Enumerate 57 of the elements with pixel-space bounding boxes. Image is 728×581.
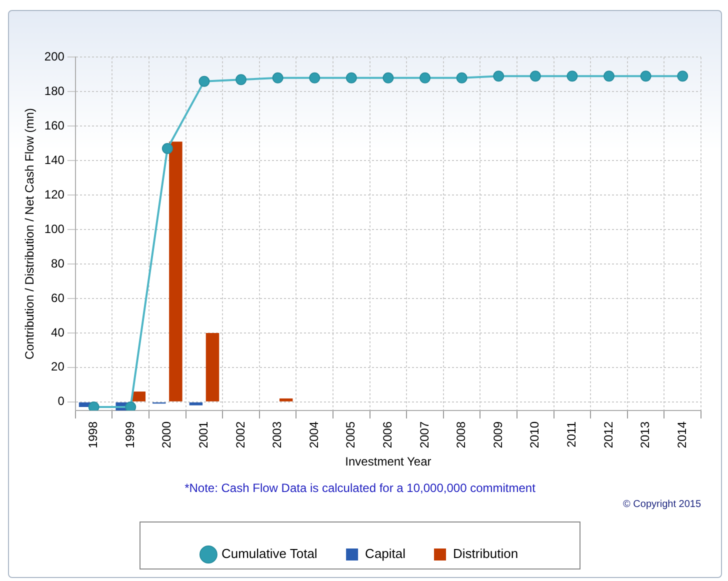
y-tick-label: 160 [44, 118, 65, 132]
point [88, 402, 100, 411]
y-tick-label: 60 [51, 290, 65, 305]
x-tick-label: 2009 [490, 421, 505, 448]
point [125, 402, 136, 411]
x-tick-label: 2007 [417, 421, 432, 448]
x-tick-label: 2010 [528, 421, 542, 448]
x-tick-label: 1998 [86, 421, 100, 448]
point [456, 72, 468, 84]
point [162, 143, 173, 154]
x-tick-label: 2006 [380, 421, 395, 448]
point [382, 72, 394, 84]
legend-label: Cumulative Total [221, 546, 318, 562]
point [493, 70, 504, 82]
legend-label: Distribution [453, 546, 518, 562]
y-tick-label: 180 [44, 84, 65, 98]
y-tick-label: 140 [44, 152, 65, 167]
point [272, 72, 284, 84]
point [198, 76, 210, 87]
x-tick-label: 2005 [344, 421, 358, 448]
y-tick-label: 120 [44, 187, 65, 202]
x-tick-label: 2003 [270, 421, 284, 448]
point [640, 70, 652, 82]
bar [206, 332, 220, 402]
x-tick-label: 2013 [638, 421, 652, 448]
y-tick-label: 80 [51, 256, 65, 270]
y-tick-label: 40 [51, 325, 65, 340]
y-tick-label: 20 [51, 360, 65, 374]
point [530, 70, 541, 82]
point [677, 70, 688, 82]
x-tick-label: 1999 [122, 421, 137, 448]
y-tick-label: 200 [44, 50, 65, 64]
y-tick-label: 100 [44, 222, 65, 236]
bar [189, 402, 203, 406]
legend-label: Capital [365, 546, 406, 562]
point [346, 72, 357, 84]
point [604, 70, 615, 82]
x-axis-title: Investment Year [345, 454, 432, 469]
text: © Copyright 2015 [623, 498, 702, 510]
bar [279, 398, 293, 402]
bar [132, 392, 146, 402]
y-axis-title: Contribution / Distribution / Net Cash Flow (mn) [22, 108, 37, 360]
y-tick-label: 0 [58, 394, 65, 408]
bar [169, 142, 182, 402]
x-tick-label: 2004 [306, 421, 321, 448]
text: *Note: Cash Flow Data is calculated for a 10,000,000 commitment [184, 481, 536, 496]
x-tick-label: 2014 [674, 421, 689, 448]
x-tick-label: 2002 [233, 421, 248, 448]
x-tick-label: 2000 [160, 421, 174, 448]
x-tick-label: 2012 [601, 421, 616, 448]
x-tick-label: 2001 [196, 421, 211, 448]
x-tick-label: 2011 [564, 421, 579, 448]
point [420, 72, 431, 84]
point [236, 74, 247, 86]
point [566, 70, 578, 82]
point [309, 72, 320, 84]
x-tick-label: 2008 [454, 421, 468, 448]
